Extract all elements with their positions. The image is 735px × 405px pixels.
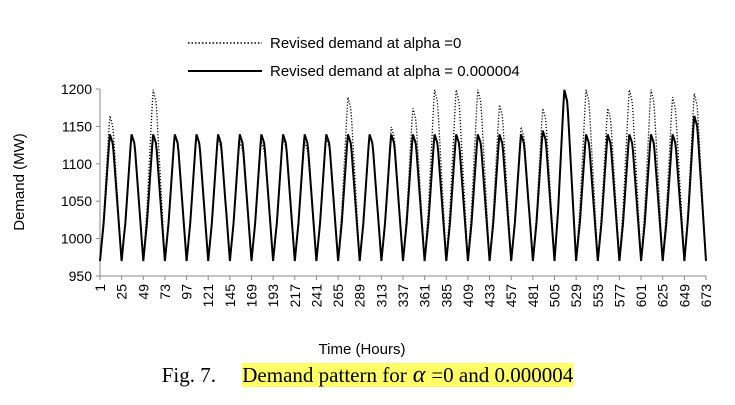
x-tick-label: 673 — [698, 284, 714, 308]
x-tick-label: 601 — [633, 284, 649, 308]
series-line-alpha-0 — [99, 89, 707, 262]
x-tick-label: 361 — [417, 284, 433, 308]
series-line-alpha-0000004 — [99, 89, 707, 262]
x-tick-label: 265 — [330, 284, 346, 308]
x-tick-label: 1 — [92, 284, 108, 292]
x-tick-label: 25 — [114, 284, 130, 300]
x-tick-label: 649 — [676, 284, 692, 308]
x-tick-label: 49 — [135, 284, 151, 300]
series-lines — [99, 89, 707, 262]
x-tick-label: 625 — [655, 284, 671, 308]
y-tick-label: 1050 — [61, 193, 92, 209]
y-tick-label: 1150 — [62, 118, 92, 134]
legend: Revised demand at alpha =0 Revised deman… — [188, 35, 520, 80]
y-tick-label: 1100 — [62, 156, 92, 172]
x-tick-label: 169 — [244, 284, 260, 308]
x-tick-label: 505 — [547, 284, 563, 308]
caption-text-after: =0 and 0.000004 — [431, 363, 574, 387]
caption-prefix: Fig. 7. — [161, 363, 217, 387]
x-tick-label: 145 — [222, 284, 238, 308]
x-tick-label: 457 — [503, 284, 519, 308]
x-tick-label: 481 — [525, 284, 541, 308]
x-tick-label: 241 — [308, 284, 324, 308]
y-tick-label: 1200 — [61, 81, 92, 97]
y-axis-title: Demand (MW) — [11, 133, 28, 231]
x-tick-labels: 1 25 49 73 97 121 145 169 193 217 241 265 289 313 337 3… — [92, 284, 714, 308]
x-tick-label: 409 — [460, 284, 476, 308]
x-tick-label: 433 — [482, 284, 498, 308]
legend-label-dotted: Revised demand at alpha =0 — [270, 35, 461, 52]
x-tick-label: 97 — [179, 284, 195, 300]
x-tick-label: 577 — [611, 284, 627, 308]
alpha-symbol: α — [412, 362, 426, 388]
x-tick-label: 289 — [352, 284, 368, 308]
x-tick-label: 121 — [200, 284, 216, 308]
y-tick-label: 950 — [69, 268, 93, 284]
y-tick-label: 1000 — [61, 231, 92, 247]
x-tick-label: 193 — [265, 284, 281, 308]
axes — [96, 88, 707, 280]
y-tick-labels: 950 1000 1050 1100 1150 1200 — [61, 81, 92, 284]
caption-highlight: Demand pattern for α =0 and 0.000004 — [242, 362, 574, 388]
x-tick-label: 529 — [568, 284, 584, 308]
x-tick-label: 553 — [590, 284, 606, 308]
legend-label-solid: Revised demand at alpha = 0.000004 — [270, 63, 520, 80]
figure-caption: Fig. 7. Demand pattern for α =0 and 0.0000… — [0, 362, 735, 389]
x-tick-label: 337 — [395, 284, 411, 308]
caption-text-before: Demand pattern for — [242, 363, 407, 387]
x-tick-label: 217 — [287, 284, 303, 308]
x-tick-label: 313 — [373, 284, 389, 308]
x-axis-title: Time (Hours) — [319, 341, 406, 358]
demand-chart: Revised demand at alpha =0 Revised deman… — [11, 35, 714, 358]
x-tick-label: 73 — [157, 284, 173, 300]
x-tick-label: 385 — [438, 284, 454, 308]
